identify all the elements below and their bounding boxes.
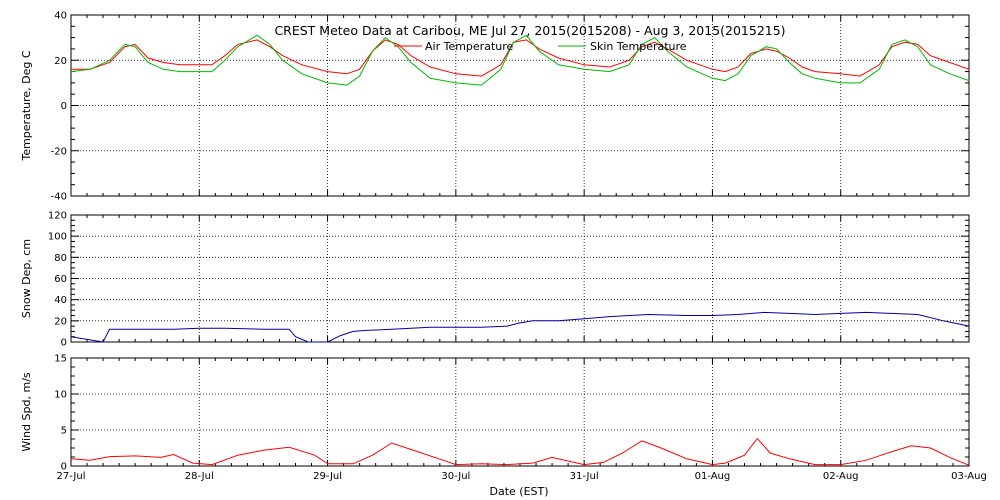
y-tick-label: 0 (61, 101, 67, 112)
y-tick-label: 20 (54, 316, 67, 327)
y-tick-label: 10 (54, 390, 67, 401)
legend: Air Temperature Skin Temperature (394, 40, 687, 53)
x-tick-label: 29-Jul (313, 471, 342, 482)
y-tick-label: 60 (54, 274, 67, 285)
legend-label: Skin Temperature (590, 40, 687, 53)
panels-layer: -40 -20 0 20 40 Temperature, Deg C Air Tempera… (20, 11, 987, 483)
x-tick-label: 02-Aug (823, 471, 859, 482)
series-line-snow-0 (70, 311, 970, 343)
y-tick-label: 20 (54, 56, 67, 67)
x-tick-label: 28-Jul (185, 471, 214, 482)
panel-frame (70, 357, 970, 467)
y-tick-label: 15 (54, 354, 67, 365)
panel-frame (70, 14, 970, 197)
x-tick-label: 27-Jul (57, 471, 86, 482)
x-tick-label: 30-Jul (441, 471, 470, 482)
y-tick-label: 40 (54, 295, 67, 306)
y-tick-label: 40 (54, 11, 67, 22)
panel-snow: 0 20 40 60 80 100 120 Snow Dep, cm (20, 211, 970, 349)
series-line-temperature-1 (70, 34, 970, 86)
y-tick-label: -40 (51, 192, 67, 203)
y-tick-label: 80 (54, 253, 67, 264)
y-tick-label: 120 (48, 211, 67, 222)
panel-frame (70, 214, 970, 343)
y-tick-label: 0 (61, 338, 67, 349)
x-tick-label: 31-Jul (570, 471, 599, 482)
y-axis-title: Wind Spd, m/s (20, 372, 33, 452)
chart-title: CREST Meteo Data at Caribou, ME Jul 27, … (274, 23, 785, 38)
y-tick-label: -20 (51, 146, 67, 157)
y-tick-label: 0 (61, 462, 67, 473)
y-axis-title: Temperature, Deg C (20, 50, 33, 161)
panel-wind: 0 5 10 15 Wind Spd, m/s 27-Jul 28-Jul 29-Jul 30-… (20, 354, 987, 483)
x-tick-label: 01-Aug (695, 471, 731, 482)
x-tick-label: 03-Aug (951, 471, 987, 482)
series-line-wind-0 (70, 437, 970, 466)
y-tick-label: 5 (61, 426, 67, 437)
panel-temperature: -40 -20 0 20 40 Temperature, Deg C Air Tempera… (20, 11, 970, 203)
y-axis-title: Snow Dep, cm (20, 239, 33, 318)
legend-label: Air Temperature (425, 40, 514, 53)
series-line-temperature-0 (71, 39, 970, 77)
y-tick-label: 100 (48, 232, 67, 243)
x-axis-title: Date (EST) (489, 485, 548, 498)
